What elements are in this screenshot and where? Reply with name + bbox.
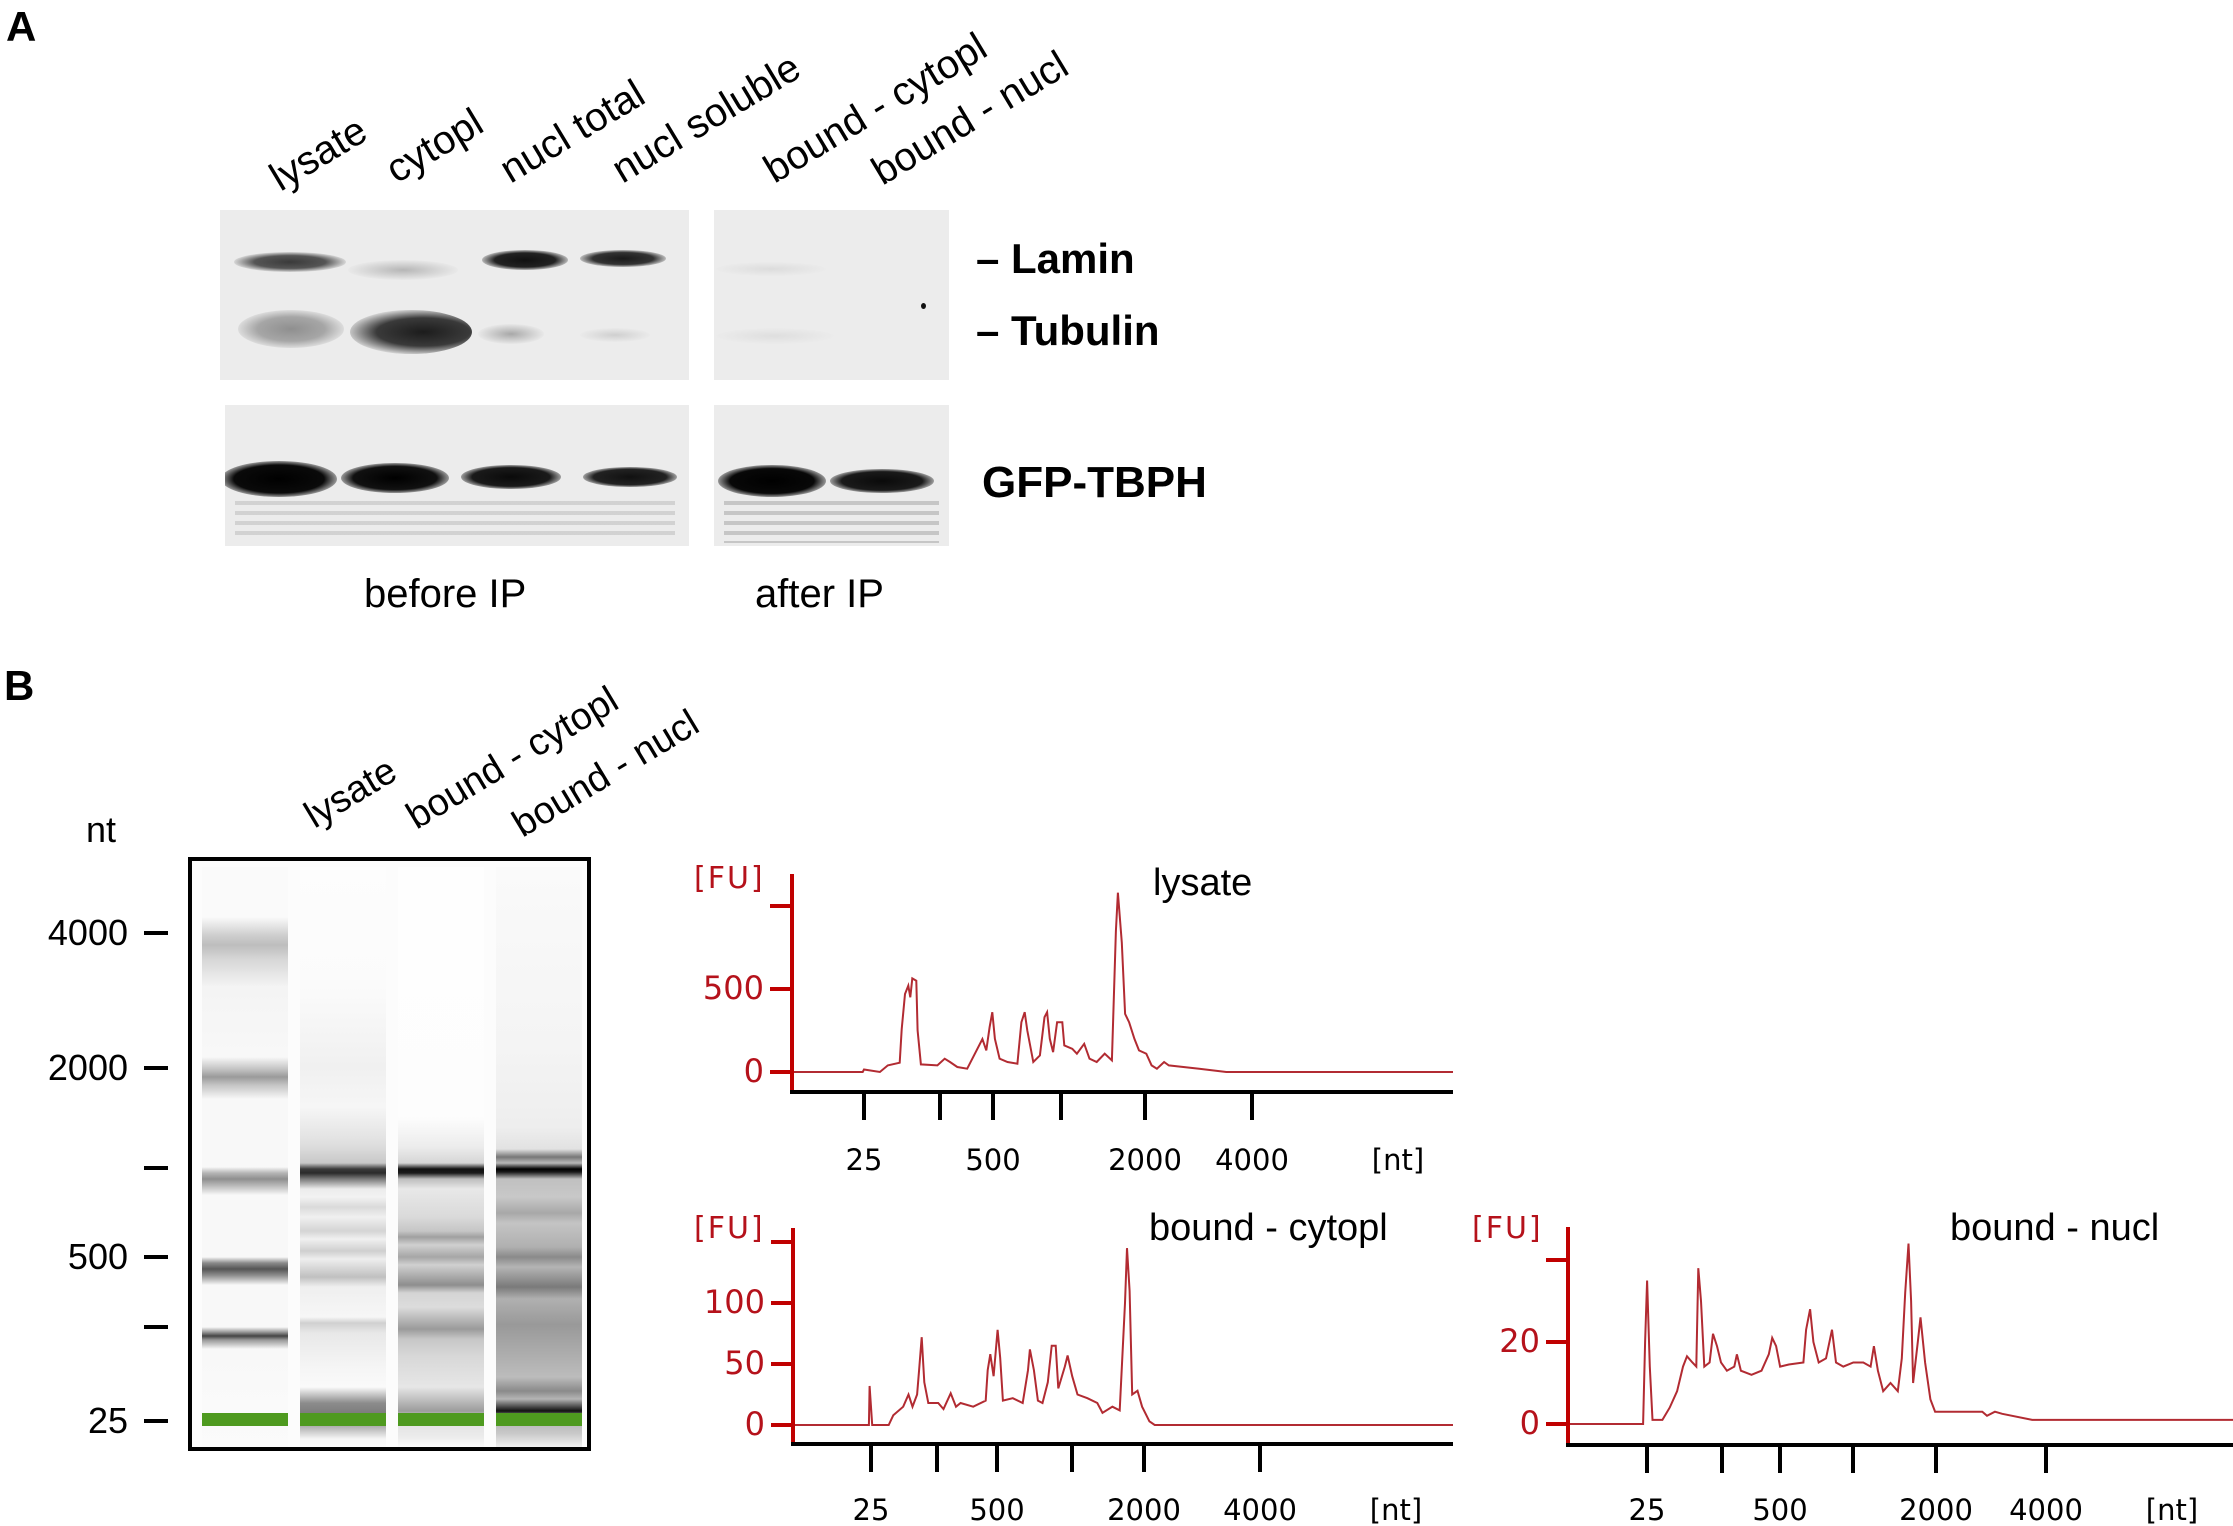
epg-x-tick-label: 4000 bbox=[1223, 1493, 1297, 1526]
band-lamin-bound-cytopl bbox=[716, 262, 826, 276]
gel-ladder-tick bbox=[144, 1066, 168, 1070]
label-after-ip: after IP bbox=[755, 572, 884, 616]
epg-title-bound-nucl: bound - nucl bbox=[1950, 1207, 2160, 1249]
epg-x-tick-label: 25 bbox=[1628, 1493, 1666, 1526]
gel-ladder-label: 25 bbox=[87, 1400, 128, 1441]
gel-lane-bound-nucl bbox=[496, 867, 582, 1447]
blot-gfp-tbph-after-ip bbox=[714, 405, 949, 546]
epg-y-tick-label: 500 bbox=[702, 969, 764, 1007]
panel-b-letter: B bbox=[4, 662, 35, 709]
epg-y-tick-label: 20 bbox=[1499, 1322, 1540, 1360]
band-gfp-nucl-soluble bbox=[583, 467, 677, 487]
epg-x-tick-label: 2000 bbox=[1108, 1143, 1182, 1177]
band-tubulin-nucl-total bbox=[478, 324, 544, 344]
band-lamin-cytopl bbox=[348, 260, 458, 280]
gel-marker-bound-nucl bbox=[496, 1413, 582, 1426]
band-tubulin-bound-cytopl bbox=[716, 328, 834, 344]
gel-lane-bound-cytopl bbox=[398, 867, 484, 1447]
epg-y-unit-bound-nucl: [FU] bbox=[1472, 1211, 1543, 1246]
label-before-ip: before IP bbox=[364, 572, 527, 616]
band-gfp-nucl-total bbox=[461, 465, 561, 489]
band-tubulin-lysate bbox=[238, 310, 344, 348]
band-gfp-lysate bbox=[225, 461, 337, 497]
epg-trace bbox=[1568, 1243, 2233, 1425]
epg-x-tick-label: 25 bbox=[845, 1143, 883, 1177]
gel-ladder-tick bbox=[144, 1325, 168, 1329]
band-gfp-bound-cytopl bbox=[718, 465, 826, 497]
gel-ladder-tick bbox=[144, 1166, 168, 1170]
blot-degradation-smear bbox=[724, 501, 939, 543]
gel-ladder-tick bbox=[144, 931, 168, 935]
epg-x-unit: [nt] bbox=[2145, 1493, 2199, 1526]
epg-y-unit-lysate: [FU] bbox=[694, 861, 765, 896]
band-gfp-cytopl bbox=[341, 463, 449, 493]
epg-x-tick-label: 500 bbox=[969, 1493, 1025, 1526]
band-gfp-bound-nucl bbox=[830, 469, 934, 493]
gel-marker-lysate bbox=[300, 1413, 386, 1426]
gel-ladder-tick bbox=[144, 1255, 168, 1259]
gel-unit-label: nt bbox=[86, 809, 117, 850]
band-lamin-nucl-soluble bbox=[580, 250, 666, 267]
epg-x-tick-label: 500 bbox=[965, 1143, 1021, 1177]
band-tubulin-cytopl bbox=[350, 310, 472, 354]
epg-title-bound-cytopl: bound - cytopl bbox=[1149, 1207, 1388, 1249]
epg-title-lysate: lysate bbox=[1153, 862, 1253, 904]
epg-y-unit-bound-cytopl: [FU] bbox=[694, 1211, 765, 1246]
epg-x-unit: [nt] bbox=[1371, 1143, 1425, 1177]
epg-x-tick-label: 2000 bbox=[1107, 1493, 1181, 1526]
blot-degradation-smear bbox=[235, 501, 675, 541]
epg-y-tick-label: 0 bbox=[1519, 1404, 1540, 1442]
panel-a-letter: A bbox=[6, 3, 37, 50]
band-tubulin-nucl-soluble bbox=[580, 328, 650, 342]
gel-ladder-tick bbox=[144, 1419, 168, 1423]
band-lamin-lysate bbox=[234, 252, 346, 272]
gel-lane-ladder bbox=[202, 867, 288, 1447]
epg-x-tick-label: 4000 bbox=[2009, 1493, 2083, 1526]
blot-speck bbox=[921, 303, 926, 309]
gel-lane-lysate bbox=[300, 867, 386, 1447]
epg-y-tick-label: 0 bbox=[743, 1052, 764, 1090]
band-lamin-nucl-total bbox=[482, 250, 568, 270]
epg-x-tick-label: 500 bbox=[1752, 1493, 1808, 1526]
gel-ladder-label: 500 bbox=[67, 1236, 128, 1277]
epg-y-tick-label: 0 bbox=[744, 1405, 765, 1443]
gel-marker-bound-cytopl bbox=[398, 1413, 484, 1426]
gel-ladder-label: 4000 bbox=[47, 912, 128, 953]
gel-marker-ladder bbox=[202, 1413, 288, 1426]
virtual-gel bbox=[188, 857, 591, 1451]
blot-gfp-tbph-before-ip bbox=[225, 405, 689, 546]
epg-trace bbox=[792, 892, 1453, 1074]
label-lamin: – Lamin bbox=[976, 235, 1135, 282]
blot-lamin-tubulin-before-ip bbox=[220, 210, 689, 380]
epg-y-tick-label: 100 bbox=[703, 1283, 765, 1321]
epg-y-tick-label: 50 bbox=[724, 1344, 765, 1382]
label-tubulin: – Tubulin bbox=[976, 307, 1160, 354]
epg-x-tick-label: 4000 bbox=[1215, 1143, 1289, 1177]
epg-x-unit: [nt] bbox=[1369, 1493, 1423, 1526]
epg-trace bbox=[793, 1248, 1453, 1426]
label-gfp-tbph: GFP-TBPH bbox=[982, 458, 1207, 507]
blot-lamin-tubulin-after-ip bbox=[714, 210, 949, 380]
epg-x-tick-label: 25 bbox=[852, 1493, 890, 1526]
epg-x-tick-label: 2000 bbox=[1899, 1493, 1973, 1526]
gel-ladder-label: 2000 bbox=[47, 1047, 128, 1088]
